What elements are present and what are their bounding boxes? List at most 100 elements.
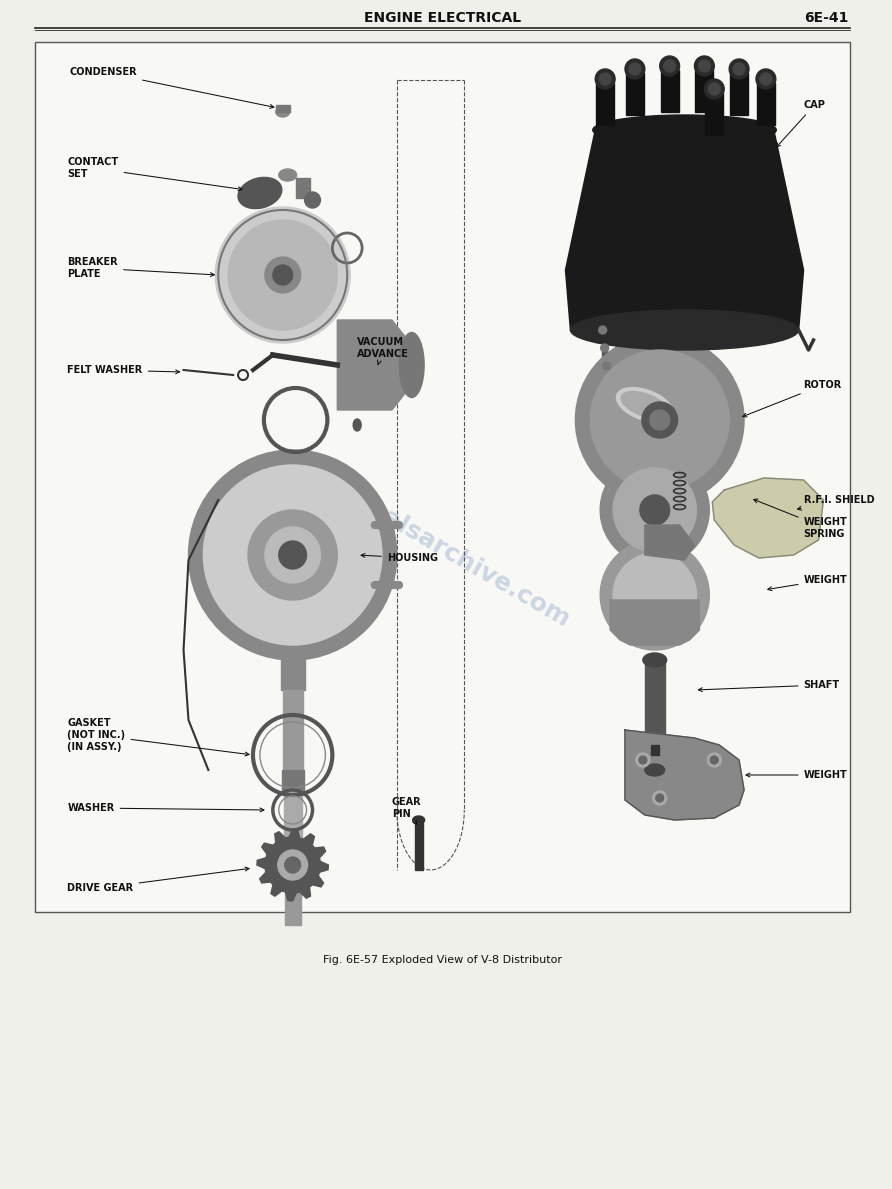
Ellipse shape [353, 419, 361, 430]
Bar [604, 366, 609, 378]
Ellipse shape [645, 765, 665, 776]
Text: CONDENSER: CONDENSER [70, 67, 274, 108]
Bar [282, 850, 303, 870]
Text: WASHER: WASHER [68, 803, 264, 813]
Circle shape [613, 553, 697, 637]
Text: CONTACT
SET: CONTACT SET [68, 157, 242, 190]
Bar [415, 820, 423, 870]
Text: SHAFT: SHAFT [698, 680, 839, 692]
Circle shape [600, 540, 709, 650]
Ellipse shape [238, 177, 282, 208]
Circle shape [600, 455, 709, 565]
Circle shape [660, 56, 680, 76]
Circle shape [756, 69, 776, 89]
Bar [706, 93, 723, 136]
Polygon shape [337, 320, 412, 410]
Circle shape [636, 753, 649, 767]
Circle shape [607, 353, 617, 363]
Bar [284, 789, 301, 850]
Circle shape [203, 465, 382, 644]
Ellipse shape [593, 115, 776, 145]
Circle shape [575, 335, 744, 505]
Polygon shape [610, 600, 699, 644]
Circle shape [248, 510, 337, 600]
Circle shape [215, 207, 351, 342]
Circle shape [595, 69, 615, 89]
Text: WEIGHT: WEIGHT [768, 575, 847, 591]
Circle shape [613, 468, 697, 552]
Circle shape [273, 265, 293, 285]
Circle shape [707, 753, 722, 767]
Bar [285, 870, 301, 925]
Ellipse shape [616, 388, 673, 422]
Text: WEIGHT
SPRING: WEIGHT SPRING [754, 499, 847, 539]
Bar [602, 348, 607, 360]
Ellipse shape [643, 653, 666, 667]
Circle shape [607, 335, 617, 345]
Circle shape [698, 59, 710, 73]
Circle shape [279, 541, 307, 570]
Bar [282, 770, 303, 789]
Ellipse shape [571, 310, 798, 350]
Circle shape [760, 73, 772, 84]
Polygon shape [713, 478, 823, 558]
Bar [651, 746, 658, 755]
Bar [35, 42, 850, 912]
Bar [276, 105, 290, 112]
Bar [731, 73, 748, 115]
Circle shape [603, 361, 611, 370]
Circle shape [304, 191, 320, 208]
Bar [596, 83, 614, 125]
Circle shape [188, 449, 397, 660]
Circle shape [733, 63, 745, 75]
Text: WEIGHT: WEIGHT [746, 770, 847, 780]
Bar [661, 70, 679, 112]
Circle shape [639, 756, 647, 765]
Text: CAP: CAP [776, 100, 825, 147]
Text: HOUSING: HOUSING [361, 553, 438, 564]
Bar [295, 178, 310, 199]
Circle shape [277, 850, 308, 880]
Text: GEAR
PIN: GEAR PIN [392, 797, 422, 825]
Text: DRIVE GEAR: DRIVE GEAR [68, 867, 249, 893]
Bar [757, 83, 775, 125]
Polygon shape [625, 730, 744, 820]
Circle shape [228, 220, 337, 331]
Text: FELT WASHER: FELT WASHER [68, 365, 179, 375]
Circle shape [265, 527, 320, 583]
Text: 6E-41: 6E-41 [804, 11, 848, 25]
Ellipse shape [279, 169, 297, 181]
Text: Fig. 6E-57 Exploded View of V-8 Distributor: Fig. 6E-57 Exploded View of V-8 Distribu… [323, 955, 562, 965]
Circle shape [710, 756, 718, 765]
Circle shape [265, 257, 301, 292]
Bar [281, 660, 304, 690]
Circle shape [600, 344, 608, 352]
Circle shape [653, 791, 666, 805]
Circle shape [649, 410, 670, 430]
Circle shape [695, 56, 714, 76]
Bar [696, 70, 714, 112]
Circle shape [285, 857, 301, 873]
Circle shape [729, 59, 749, 78]
Ellipse shape [621, 391, 668, 419]
Circle shape [708, 83, 720, 95]
Ellipse shape [276, 107, 290, 117]
Circle shape [642, 402, 678, 438]
Circle shape [625, 59, 645, 78]
Circle shape [599, 326, 607, 334]
Polygon shape [566, 130, 804, 331]
Circle shape [591, 350, 729, 490]
Text: manualsarchive.com: manualsarchive.com [310, 467, 574, 634]
Circle shape [640, 495, 670, 526]
Text: ROTOR: ROTOR [743, 380, 842, 417]
Ellipse shape [413, 816, 425, 824]
Polygon shape [257, 829, 328, 901]
Text: ENGINE ELECTRICAL: ENGINE ELECTRICAL [364, 11, 521, 25]
Ellipse shape [400, 333, 424, 397]
Text: GASKET
(NOT INC.)
(IN ASSY.): GASKET (NOT INC.) (IN ASSY.) [68, 718, 249, 756]
Polygon shape [645, 526, 695, 560]
Circle shape [656, 794, 664, 803]
Circle shape [664, 59, 675, 73]
Bar [600, 331, 605, 342]
Bar [283, 690, 302, 770]
